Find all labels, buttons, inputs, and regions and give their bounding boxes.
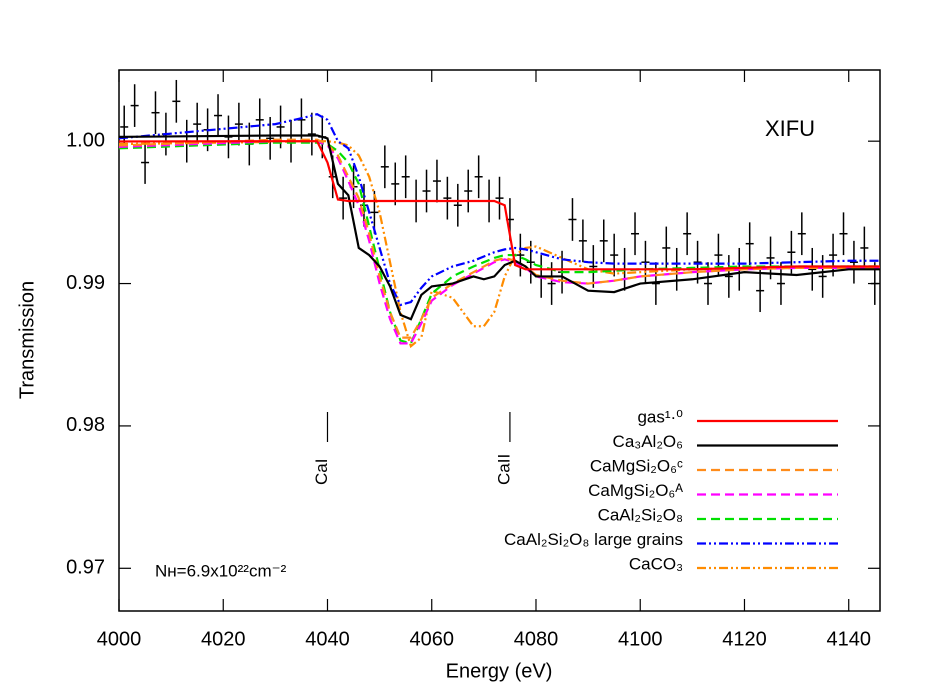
legend-label: CaCO₃ (629, 554, 683, 573)
x-tick-label: 4020 (201, 628, 246, 650)
x-tick-label: 4000 (97, 628, 142, 650)
legend-label: Ca₃Al₂O₆ (613, 432, 683, 451)
x-axis-label: Energy (eV) (446, 660, 553, 682)
x-tick-label: 4120 (722, 628, 767, 650)
x-tick-label: 4100 (618, 628, 663, 650)
model-line (119, 140, 880, 345)
x-tick-label: 4060 (409, 628, 454, 650)
model-line (119, 138, 880, 339)
legend-label: CaMgSi₂O₆ᶜ (590, 456, 683, 475)
plot-frame (118, 69, 881, 612)
legend-label: CaAl₂Si₂O₈ (598, 505, 683, 524)
instrument-label: XIFU (765, 116, 815, 141)
y-tick-label: 0.99 (66, 272, 105, 294)
line-marker-label: CaII (494, 454, 513, 485)
line-marker-label: CaI (312, 459, 331, 485)
column-density-label: Nʜ=6.9x10²²cm⁻² (155, 561, 287, 580)
model-line (119, 140, 880, 349)
model-line (119, 134, 880, 321)
legend-label: CaAl₂Si₂O₈ large grains (504, 530, 683, 549)
x-tick-label: 4040 (305, 628, 350, 650)
model-line (119, 141, 880, 345)
model-line (119, 140, 880, 271)
legend-label: CaMgSi₂O₆ᴬ (588, 481, 683, 500)
y-axis-label: Transmission (16, 281, 38, 399)
y-tick-label: 0.98 (66, 414, 105, 436)
model-line (119, 112, 880, 307)
y-tick-label: 1.00 (66, 129, 105, 151)
y-tick-label: 0.97 (66, 557, 105, 579)
x-tick-label: 4080 (514, 628, 559, 650)
legend-label: gas¹·⁰ (637, 407, 683, 426)
x-tick-label: 4140 (826, 628, 871, 650)
